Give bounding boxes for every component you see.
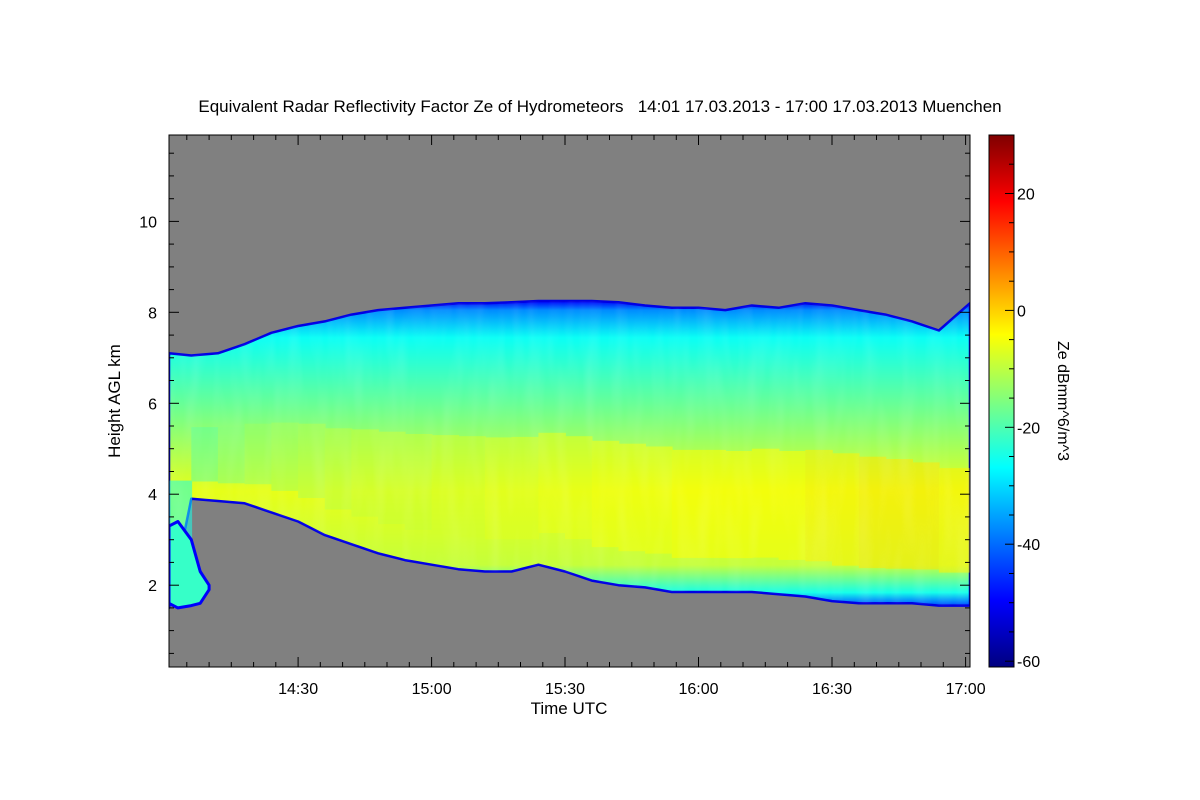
- y-axis: 2 4 6 8 10: [139, 152, 970, 654]
- plot-area: [168, 134, 971, 668]
- y-tick-label: 6: [148, 396, 157, 413]
- low-echo-body: [169, 520, 211, 610]
- x-tick-label: 16:30: [812, 681, 852, 698]
- colorbar-tick-label: -60: [1017, 654, 1040, 671]
- colorbar-tick-label: -20: [1017, 420, 1040, 437]
- echo-layer: [169, 299, 970, 610]
- colorbar-tick-label: 20: [1017, 187, 1035, 204]
- x-tick-label: 15:00: [412, 681, 452, 698]
- colorbar-tick-label: -40: [1017, 537, 1040, 554]
- colorbar: -60 -40 -20 0 20: [988, 134, 1040, 671]
- chart-title: Equivalent Radar Reflectivity Factor Ze …: [198, 97, 1002, 116]
- x-axis-label: Time UTC: [531, 699, 608, 718]
- colorbar-ramp: [988, 134, 1015, 668]
- x-tick-label: 16:00: [678, 681, 718, 698]
- x-tick-label: 17:00: [946, 681, 986, 698]
- y-tick-label: 10: [139, 214, 157, 231]
- plot-frame: [168, 134, 971, 668]
- y-tick-label: 4: [148, 487, 157, 504]
- y-tick-label: 2: [148, 578, 157, 595]
- x-tick-label: 14:30: [278, 681, 318, 698]
- echo-streak-texture: [169, 301, 970, 608]
- colorbar-tick-label: 0: [1017, 303, 1026, 320]
- x-axis: 14:30 15:00 15:30 16:00 16:30 17:00: [186, 135, 986, 698]
- y-tick-label: 8: [148, 305, 157, 322]
- x-tick-label: 15:30: [545, 681, 585, 698]
- colorbar-label: Ze dBmm^6/m^3: [1054, 341, 1071, 461]
- y-axis-label: Height AGL km: [105, 344, 124, 458]
